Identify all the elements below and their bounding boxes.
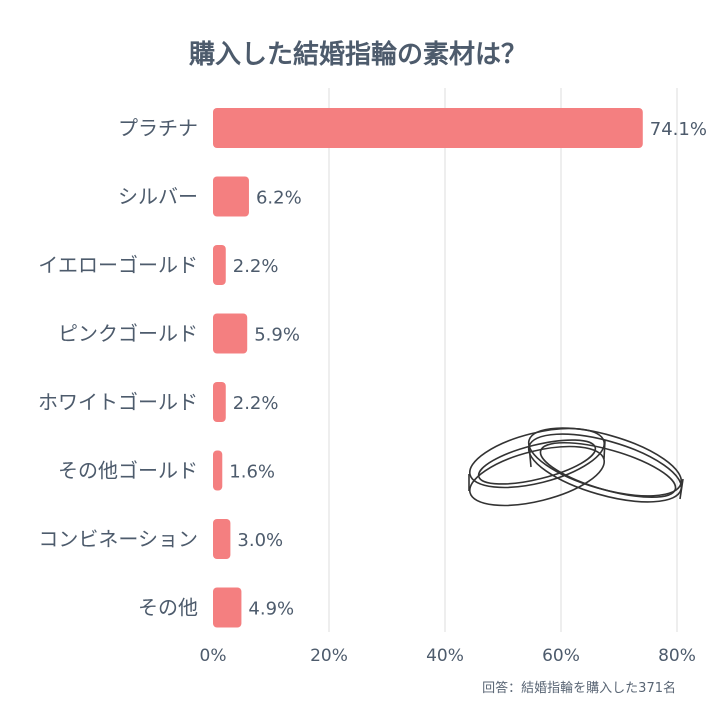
- value-label: 2.2%: [233, 393, 279, 414]
- value-label: 1.6%: [229, 462, 275, 483]
- category-label: イエローゴールド: [38, 253, 198, 277]
- category-label: シルバー: [118, 185, 198, 209]
- chart-title: 購入した結婚指輪の素材は？: [189, 39, 527, 70]
- value-label: 5.9%: [254, 325, 300, 346]
- x-tick-label: 60%: [542, 646, 580, 666]
- x-tick-label: 0%: [200, 646, 227, 666]
- x-axis-tick-labels: 0% 20% 40% 60% 80%: [200, 646, 696, 666]
- bar: [213, 245, 226, 285]
- value-label: 3.0%: [237, 530, 283, 551]
- category-label: コンビネーション: [38, 527, 198, 551]
- category-label: その他ゴールド: [58, 459, 198, 483]
- value-label: 6.2%: [256, 188, 302, 209]
- category-label: ピンクゴールド: [58, 322, 198, 346]
- category-label: その他: [138, 596, 198, 620]
- value-label: 2.2%: [233, 256, 279, 277]
- category-label: ホワイトゴールド: [38, 390, 198, 414]
- bar: [213, 313, 248, 354]
- bar: [213, 587, 242, 628]
- bar: [213, 450, 223, 491]
- bar: [213, 108, 643, 148]
- bar: [213, 519, 231, 559]
- bar: [213, 176, 249, 217]
- x-tick-label: 40%: [426, 646, 464, 666]
- value-labels: 74.1% 6.2% 2.2% 5.9% 2.2% 1.6% 3.0% 4.9%: [229, 119, 707, 620]
- bar: [213, 382, 226, 422]
- category-label: プラチナ: [118, 116, 198, 140]
- x-tick-label: 80%: [658, 646, 696, 666]
- value-label: 4.9%: [248, 599, 294, 620]
- value-label: 74.1%: [650, 119, 707, 140]
- respondents-note: 回答：結婚指輪を購入した371名: [482, 680, 676, 696]
- x-tick-label: 20%: [310, 646, 348, 666]
- bars: [213, 108, 643, 628]
- wedding-rings-icon: [468, 427, 684, 507]
- gridlines: [328, 88, 678, 632]
- category-labels: プラチナシルバーイエローゴールドピンクゴールドホワイトゴールドその他ゴールドコン…: [38, 116, 198, 620]
